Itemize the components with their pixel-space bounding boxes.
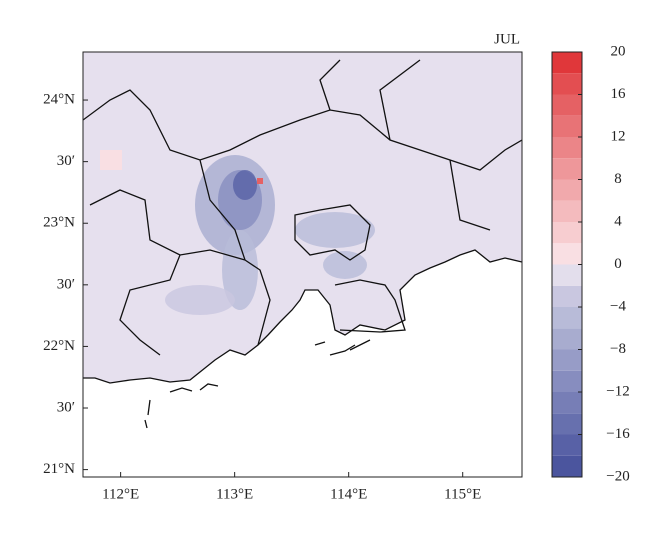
colorbar-tick-label: −20	[606, 468, 629, 484]
colorbar-tick-label: 16	[611, 86, 627, 102]
x-tick-label: 113°E	[216, 486, 253, 502]
map-area	[83, 52, 522, 429]
colorbar-level	[552, 264, 582, 286]
x-tick-label: 114°E	[330, 486, 367, 502]
colorbar-level	[552, 370, 582, 392]
colorbar-level	[552, 455, 582, 477]
colorbar-level	[552, 413, 582, 435]
colorbar-tick-label: 12	[611, 128, 626, 144]
land	[83, 52, 522, 383]
y-tick-label: 23°N	[43, 215, 75, 231]
y-tick-label: 21°N	[43, 461, 75, 477]
colorbar-tick-label: 8	[614, 171, 622, 187]
colorbar-level	[552, 115, 582, 137]
colorbar-tick-label: −12	[606, 383, 629, 399]
y-tick-label: 30′	[57, 276, 75, 292]
colorbar-level	[552, 73, 582, 95]
colorbar-level	[552, 307, 582, 329]
colorbar-tick-label: −16	[606, 426, 630, 442]
y-tick-label: 30′	[57, 399, 75, 415]
colorbar-level	[552, 179, 582, 201]
colorbar-level	[552, 243, 582, 265]
province-borders	[83, 59, 522, 429]
colorbar-level	[552, 200, 582, 222]
colorbar-level	[552, 52, 582, 74]
map-frame	[82, 51, 523, 478]
colorbar-level	[552, 94, 582, 116]
colorbar-tick-label: −8	[610, 341, 626, 357]
colorbar-level	[552, 434, 582, 456]
x-tick-label: 112°E	[102, 486, 139, 502]
colorbar-tick-label: 20	[611, 43, 626, 59]
x-tick-label: 115°E	[444, 486, 481, 502]
colorbar-level	[552, 285, 582, 307]
y-tick-label: 30′	[57, 153, 75, 169]
y-tick-label: 22°N	[43, 338, 75, 354]
colorbar-level	[552, 137, 582, 159]
colorbar-level	[552, 328, 582, 350]
colorbar-tick-label: 0	[614, 256, 622, 272]
colorbar-level	[552, 392, 582, 414]
colorbar-level	[552, 349, 582, 371]
y-tick-label: 24°N	[43, 91, 75, 107]
colorbar-level	[552, 158, 582, 180]
colorbar-tick-label: 4	[614, 213, 622, 229]
colorbar-level	[552, 222, 582, 244]
panel-title: JUL	[494, 31, 520, 47]
anomaly-field	[100, 150, 375, 315]
colorbar-tick-label: −4	[610, 298, 626, 314]
